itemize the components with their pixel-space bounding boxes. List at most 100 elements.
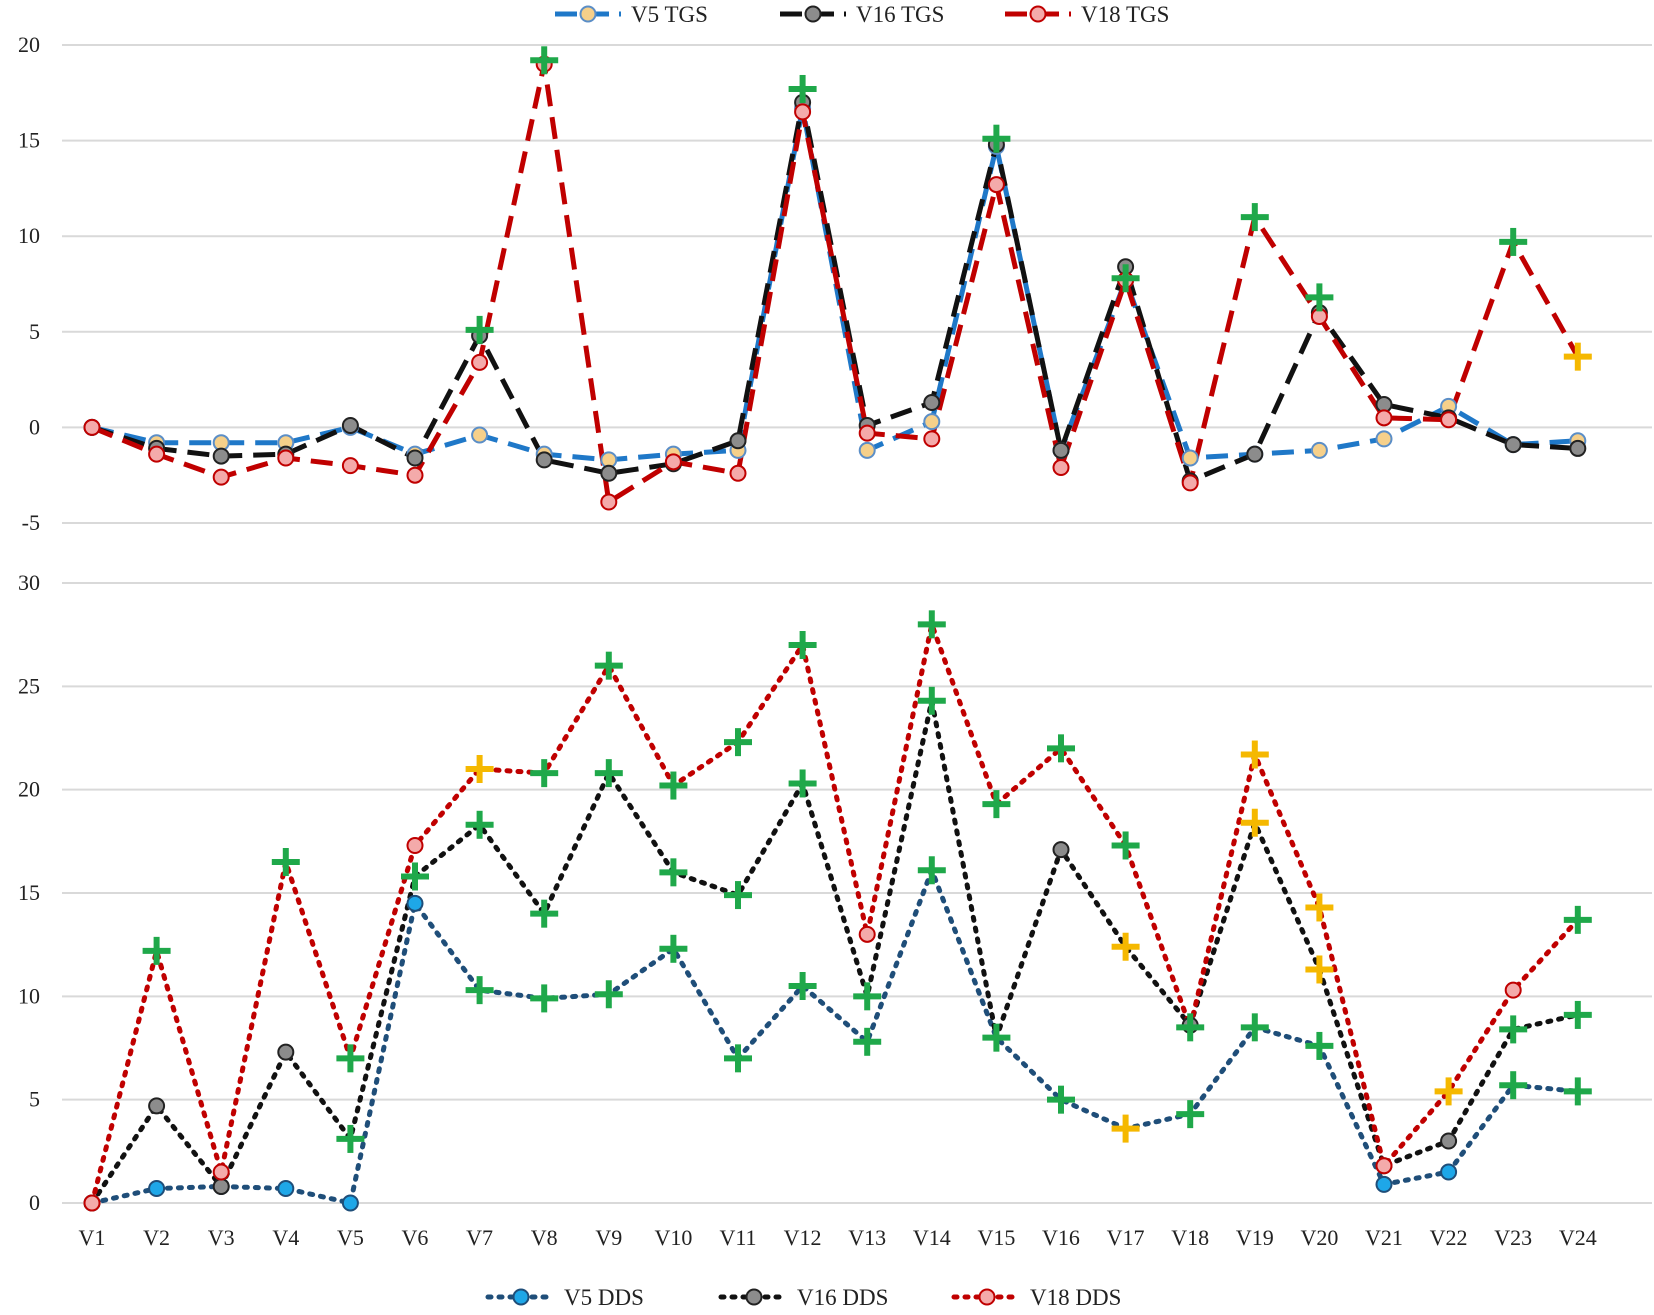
x-tick-label: V1 [79, 1225, 106, 1250]
data-point [1375, 430, 1393, 448]
legend-entry: V18 TGS [1005, 2, 1169, 27]
significance-marker [659, 934, 688, 963]
significance-marker [1111, 831, 1140, 860]
significance-marker [401, 862, 429, 891]
y-tick-label: 10 [18, 983, 40, 1008]
data-point [987, 176, 1005, 194]
data-point [1052, 441, 1070, 459]
x-tick-label: V19 [1236, 1225, 1274, 1250]
significance-marker [788, 631, 817, 659]
x-tick-label: V5 [337, 1225, 364, 1250]
significance-marker [1111, 264, 1140, 293]
data-point [600, 464, 618, 482]
data-point [923, 430, 941, 448]
series-line-v16-dds [89, 698, 1581, 1206]
x-tick-label: V8 [531, 1225, 558, 1250]
significance-marker [465, 755, 494, 783]
data-point [1375, 1175, 1393, 1193]
x-tick-label: V23 [1494, 1225, 1532, 1250]
x-tick-label: V18 [1171, 1225, 1209, 1250]
data-point [471, 353, 489, 371]
legend-label: V16 DDS [797, 1285, 888, 1310]
data-point [83, 418, 101, 436]
y-tick-label: 15 [18, 880, 40, 905]
data-point [1052, 841, 1070, 859]
legend-label: V5 DDS [564, 1285, 644, 1310]
data-point [148, 1180, 166, 1198]
significance-marker [465, 810, 494, 839]
significance-marker [1240, 1013, 1269, 1042]
y-tick-label: 0 [29, 414, 40, 439]
significance-marker [917, 610, 946, 639]
data-point [729, 432, 747, 450]
data-point [1375, 409, 1393, 427]
significance-marker [917, 856, 946, 885]
data-point [471, 426, 489, 444]
data-point [1181, 449, 1199, 467]
significance-marker [1305, 955, 1334, 984]
significance-marker [336, 1124, 365, 1153]
significance-marker [982, 790, 1011, 819]
x-tick-label: V13 [848, 1225, 886, 1250]
data-point [1375, 1157, 1393, 1175]
y-tick-label: -5 [22, 510, 40, 535]
legend-label: V16 TGS [856, 2, 944, 27]
x-tick-label: V22 [1430, 1225, 1468, 1250]
data-point [1440, 411, 1458, 429]
data-point [923, 394, 941, 412]
legend-entry: V16 TGS [780, 2, 944, 27]
series-line-v5-dds [89, 867, 1581, 1206]
data-point [535, 451, 553, 469]
data-point [341, 416, 359, 434]
legend-swatch-marker [978, 1288, 996, 1306]
significance-marker [659, 858, 688, 887]
y-tick-label: 20 [18, 32, 40, 57]
data-point [1440, 1132, 1458, 1150]
significance-marker [1499, 1015, 1528, 1044]
y-tick-label: 30 [18, 570, 40, 595]
x-tick-label: V24 [1559, 1225, 1597, 1250]
series-line-v16-tgs [91, 99, 1578, 484]
significance-marker [1305, 893, 1334, 922]
x-tick-label: V9 [595, 1225, 622, 1250]
data-point [212, 1163, 230, 1181]
legend-label: V18 DDS [1030, 1285, 1121, 1310]
data-point [341, 457, 359, 475]
data-point [277, 449, 295, 467]
data-point [1181, 474, 1199, 492]
data-point [277, 1180, 295, 1198]
data-point [406, 894, 424, 912]
significance-marker [1499, 227, 1528, 256]
y-tick-label: 5 [29, 319, 40, 344]
legend-swatch-marker [512, 1288, 530, 1306]
legend-entry: V16 DDS [718, 1285, 888, 1310]
legend-label: V5 TGS [631, 2, 708, 27]
significance-marker [1240, 203, 1269, 232]
legend-swatch-marker [579, 5, 597, 23]
significance-marker [530, 984, 559, 1013]
x-tick-label: V6 [402, 1225, 429, 1250]
series-line-v18-dds [89, 621, 1581, 1206]
legend-entry: V5 TGS [555, 2, 708, 27]
significance-marker [1047, 1085, 1075, 1114]
significance-marker [1240, 740, 1269, 769]
significance-marker [530, 759, 559, 788]
y-tick-label: 0 [29, 1190, 40, 1215]
significance-marker [1047, 734, 1075, 763]
data-point [1569, 439, 1587, 457]
significance-marker [1563, 905, 1592, 934]
legend-swatch-marker [1029, 5, 1047, 23]
x-tick-label: V21 [1365, 1225, 1403, 1250]
data-point [1504, 981, 1522, 999]
x-tick-label: V17 [1107, 1225, 1145, 1250]
y-tick-label: 10 [18, 223, 40, 248]
y-tick-label: 15 [18, 128, 40, 153]
legend-label: V18 TGS [1081, 2, 1169, 27]
data-point [600, 493, 618, 511]
data-point [1052, 459, 1070, 477]
x-tick-label: V15 [977, 1225, 1015, 1250]
significance-marker [1240, 808, 1269, 837]
significance-marker [853, 982, 882, 1011]
significance-marker [465, 315, 494, 344]
y-tick-label: 25 [18, 673, 40, 698]
